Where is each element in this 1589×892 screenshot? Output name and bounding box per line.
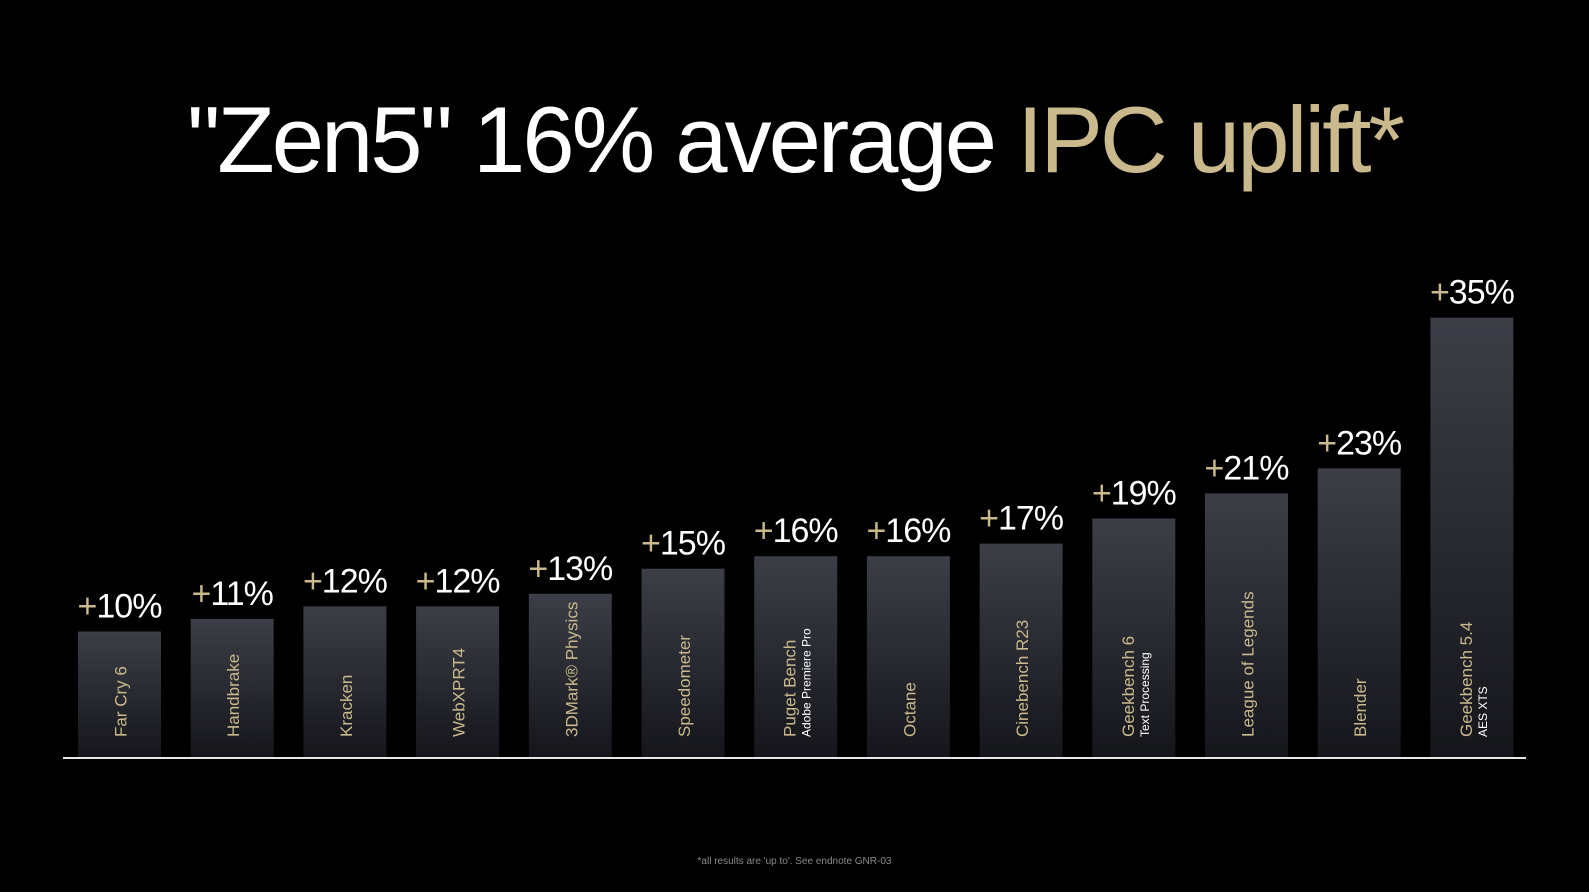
bar-9	[979, 543, 1063, 757]
value-prefix: +	[1317, 424, 1336, 462]
value-number: 13%	[547, 550, 613, 588]
value-number: 10%	[96, 588, 162, 626]
bar-1	[78, 631, 161, 757]
value-number: 12%	[434, 562, 500, 600]
category-label-13: Geekbench 5.4	[1457, 622, 1476, 737]
bars-group: +10% Far Cry 6 +11% Handbrake +12% Kracken +12…	[78, 274, 1516, 757]
category-label-3: Kracken	[337, 675, 356, 737]
value-prefix: +	[754, 512, 773, 550]
category-label-5: 3DMark® Physics	[562, 602, 581, 737]
category-label-6: Speedometer	[675, 635, 694, 737]
bar-10	[1092, 518, 1176, 757]
value-number: 16%	[773, 512, 839, 550]
value-label-2: +11%	[192, 575, 274, 613]
value-label-6: +15%	[641, 525, 726, 563]
value-label-10: +19%	[1092, 475, 1177, 513]
value-label-12: +23%	[1317, 424, 1402, 462]
value-number: 17%	[998, 500, 1064, 538]
category-sublabel-7: Adobe Premiere Pro	[800, 628, 814, 737]
value-label-13: +35%	[1430, 274, 1515, 312]
category-label-11: League of Legends	[1239, 591, 1258, 737]
category-label-2: Handbrake	[224, 654, 243, 737]
value-number: 16%	[885, 512, 951, 550]
value-number: 15%	[660, 525, 726, 563]
value-label-9: +17%	[979, 500, 1064, 538]
value-prefix: +	[416, 562, 435, 600]
category-sublabel-10: Text Processing	[1138, 652, 1152, 737]
value-number: 11%	[210, 575, 273, 613]
value-prefix: +	[528, 550, 547, 588]
value-label-1: +10%	[78, 588, 163, 626]
bar-7	[754, 556, 838, 757]
category-label-8: Octane	[900, 682, 919, 737]
value-label-5: +13%	[528, 550, 613, 588]
bar-13	[1430, 317, 1514, 757]
value-label-11: +21%	[1205, 449, 1290, 487]
value-prefix: +	[1205, 449, 1224, 487]
value-prefix: +	[979, 500, 998, 538]
value-number: 12%	[322, 562, 388, 600]
value-prefix: +	[192, 575, 211, 613]
category-label-9: Cinebench R23	[1013, 620, 1032, 737]
category-sublabel-13: AES XTS	[1476, 686, 1490, 737]
value-label-4: +12%	[416, 562, 501, 600]
bar-5	[528, 593, 612, 757]
value-prefix: +	[78, 588, 97, 626]
bar-4	[416, 606, 500, 757]
footnote: *all results are 'up to'. See endnote GN…	[697, 856, 892, 867]
slide-title: "Zen5" 16% average IPC uplift*	[0, 88, 1589, 191]
value-prefix: +	[303, 562, 322, 600]
title-main-text: "Zen5" 16% average	[186, 87, 1018, 192]
value-label-8: +16%	[866, 512, 951, 550]
bar-3	[303, 606, 387, 757]
value-prefix: +	[1092, 475, 1111, 513]
category-label-7: Puget Bench	[781, 640, 800, 737]
bar-6	[641, 568, 725, 757]
value-number: 23%	[1336, 424, 1402, 462]
bar-8	[866, 556, 950, 757]
title-highlight-text: IPC uplift*	[1017, 87, 1405, 192]
value-prefix: +	[641, 525, 660, 563]
bar-2	[190, 618, 274, 757]
value-label-7: +16%	[754, 512, 839, 550]
value-prefix: +	[866, 512, 885, 550]
value-label-3: +12%	[303, 562, 388, 600]
value-number: 21%	[1223, 449, 1289, 487]
value-prefix: +	[1430, 274, 1449, 312]
bar-11	[1205, 493, 1288, 757]
value-number: 35%	[1449, 274, 1515, 312]
value-number: 19%	[1111, 475, 1177, 513]
category-label-10: Geekbench 6	[1119, 636, 1138, 737]
category-label-12: Blender	[1351, 678, 1370, 737]
category-label-1: Far Cry 6	[112, 666, 131, 737]
category-label-4: WebXPRT4	[450, 648, 469, 737]
bar-12	[1317, 468, 1401, 757]
